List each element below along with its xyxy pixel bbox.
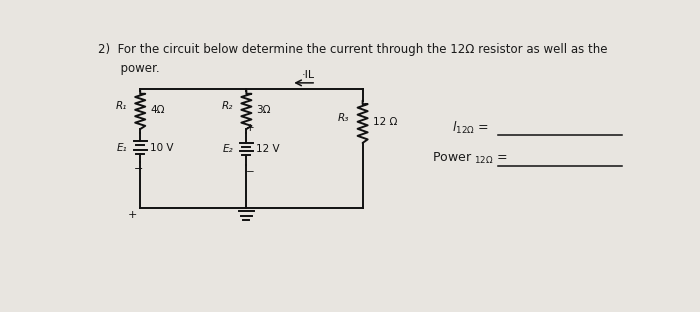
Text: −: − [246, 167, 255, 177]
Text: power.: power. [97, 62, 159, 75]
Text: $l_{12\Omega}$ =: $l_{12\Omega}$ = [452, 119, 489, 136]
Text: 10 V: 10 V [150, 143, 174, 153]
Text: E₂: E₂ [223, 144, 233, 154]
Text: +: + [246, 123, 255, 133]
Text: 3Ω: 3Ω [256, 105, 271, 115]
Text: Power $_{12\Omega}$ =: Power $_{12\Omega}$ = [433, 151, 508, 166]
Text: R₃: R₃ [338, 113, 349, 123]
Text: 2)  For the circuit below determine the current through the 12Ω resistor as well: 2) For the circuit below determine the c… [97, 43, 607, 56]
Text: ·IL: ·IL [302, 70, 315, 80]
Text: R₂: R₂ [222, 101, 233, 111]
Text: E₁: E₁ [116, 143, 127, 153]
Text: +: + [128, 210, 137, 220]
Text: 4Ω: 4Ω [150, 105, 164, 115]
Text: 12 V: 12 V [256, 144, 280, 154]
Text: 12 Ω: 12 Ω [372, 117, 397, 127]
Text: R₁: R₁ [116, 101, 127, 111]
Text: −: − [134, 164, 143, 174]
